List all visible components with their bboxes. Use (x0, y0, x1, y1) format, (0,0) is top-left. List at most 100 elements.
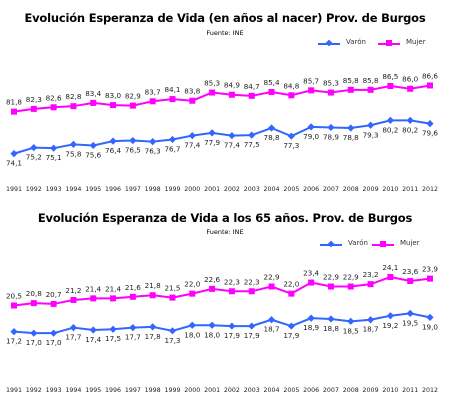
data-label: 80,2 (402, 125, 418, 134)
data-point (228, 91, 235, 98)
data-label: 82,3 (26, 95, 42, 104)
x-tick-label: 2010 (382, 186, 398, 193)
data-point (189, 97, 196, 104)
data-label: 21,6 (125, 283, 141, 292)
data-label: 18,9 (303, 323, 319, 332)
data-label: 83,7 (145, 87, 161, 96)
data-label: 77,4 (184, 141, 200, 150)
chart-life-expectancy-at-65: Evolución Esperanza de Vida a los 65 año… (0, 204, 450, 404)
data-point (248, 131, 256, 139)
x-tick-label: 2008 (343, 186, 359, 193)
data-label: 17,7 (65, 333, 81, 342)
x-tick-label: 2011 (402, 387, 418, 394)
data-point (30, 300, 37, 307)
data-point (30, 105, 37, 112)
x-tick-label: 1991 (6, 387, 22, 394)
data-label: 19,2 (382, 321, 398, 330)
x-tick-label: 1999 (164, 186, 180, 193)
data-point (248, 322, 256, 330)
data-point (427, 275, 433, 282)
data-point (288, 290, 295, 297)
data-point (426, 313, 434, 321)
x-tick-label: 2006 (303, 387, 319, 394)
data-point (367, 281, 374, 288)
data-point (307, 123, 315, 131)
x-tick-label: 2011 (402, 186, 418, 193)
x-tick-label: 1993 (46, 186, 62, 193)
data-label: 17,8 (145, 332, 161, 341)
data-label: 23,6 (402, 267, 418, 276)
data-label: 80,2 (382, 125, 398, 134)
series-line-0 (13, 312, 431, 335)
data-point (30, 329, 38, 337)
data-label: 84,1 (164, 85, 180, 94)
x-tick-label: 2012 (422, 186, 438, 193)
data-label: 17,7 (125, 333, 141, 342)
data-label: 23,9 (422, 265, 438, 274)
data-point (50, 300, 57, 307)
legend-label: Mujer (406, 38, 426, 46)
data-point (268, 89, 275, 95)
data-label: 17,5 (105, 334, 121, 343)
data-label: 24,1 (382, 263, 398, 272)
legend-label: Varón (346, 38, 366, 46)
data-label: 79,6 (422, 129, 438, 138)
data-point (149, 292, 156, 299)
data-point (188, 321, 196, 329)
x-tick-label: 1994 (65, 387, 81, 394)
data-point (426, 120, 434, 128)
data-label: 84,7 (244, 82, 260, 91)
data-label: 82,6 (46, 93, 62, 102)
data-label: 17,9 (244, 331, 260, 340)
data-point (30, 144, 38, 152)
data-label: 17,0 (46, 338, 62, 347)
chart-plot-area: 17,2 17,0 17,017,7 17,4 17,5 17,7 17,8 17,318,0… (6, 263, 438, 394)
data-point (307, 314, 315, 322)
data-point (367, 86, 374, 93)
data-point (287, 322, 295, 330)
data-label: 86,5 (382, 72, 398, 81)
data-point (407, 277, 414, 284)
data-label: 78,9 (323, 132, 339, 141)
x-tick-label: 2004 (264, 387, 280, 394)
data-point (308, 87, 315, 94)
data-label: 21,2 (65, 286, 81, 295)
data-point (129, 324, 137, 332)
x-tick-label: 2009 (363, 387, 379, 394)
data-label: 79,0 (303, 132, 319, 141)
data-label: 22,6 (204, 275, 220, 284)
data-label: 77,4 (224, 141, 240, 150)
data-point (129, 293, 136, 300)
data-point (386, 312, 394, 320)
data-point (228, 132, 236, 140)
data-label: 83,0 (105, 91, 121, 100)
data-label: 22,0 (184, 280, 200, 289)
data-label: 22,9 (264, 273, 280, 282)
data-label: 23,2 (363, 270, 379, 279)
legend-label: Mujer (400, 239, 420, 247)
data-point (248, 288, 255, 295)
data-point (327, 123, 335, 132)
data-label: 17,4 (85, 335, 101, 344)
data-point (347, 283, 354, 290)
series-line-1 (13, 84, 431, 113)
x-tick-label: 2009 (363, 186, 379, 193)
data-point (149, 98, 156, 105)
x-tick-label: 2000 (184, 186, 200, 193)
data-label: 19,0 (422, 322, 438, 331)
data-point (209, 285, 216, 292)
data-label: 20,5 (6, 292, 22, 301)
data-label: 20,7 (46, 290, 62, 299)
x-tick-label: 2002 (224, 186, 240, 193)
x-tick-label: 1995 (85, 387, 101, 394)
data-label: 84,8 (283, 81, 299, 90)
data-point (89, 141, 97, 150)
x-tick-label: 1998 (145, 186, 161, 193)
x-tick-label: 1997 (125, 387, 141, 394)
data-point (50, 144, 58, 152)
x-tick-label: 2004 (264, 186, 280, 193)
data-point (308, 279, 315, 286)
data-point (129, 102, 136, 109)
data-point (168, 135, 177, 144)
x-tick-label: 2005 (283, 186, 299, 193)
